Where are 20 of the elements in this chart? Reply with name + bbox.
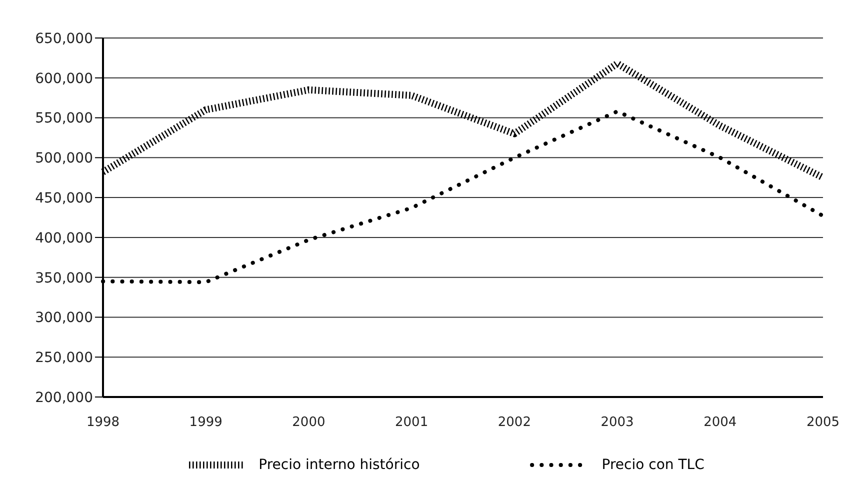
y-tick-label: 550,000 (35, 110, 93, 127)
y-tick-label: 250,000 (35, 350, 93, 366)
y-tick-label: 650,000 (35, 30, 93, 47)
x-tick-label: 1999 (189, 415, 222, 430)
x-tick-label: 1998 (86, 415, 120, 430)
legend-label: Precio interno histórico (258, 457, 420, 473)
x-tick-label: 2002 (498, 415, 531, 430)
x-tick-label: 2000 (292, 415, 326, 430)
y-tick-label: 500,000 (35, 150, 93, 167)
y-tick-label: 450,000 (35, 190, 93, 207)
x-tick-label: 2001 (395, 415, 428, 430)
y-tick-label: 300,000 (35, 310, 93, 326)
legend-label: Precio con TLC (602, 457, 704, 473)
y-tick-label: 350,000 (35, 270, 93, 286)
x-tick-label: 2004 (704, 415, 737, 430)
y-tick-label: 200,000 (35, 390, 93, 406)
y-tick-label: 600,000 (35, 70, 93, 87)
x-tick-label: 2003 (600, 415, 634, 430)
x-tick-label: 2005 (806, 415, 840, 430)
y-tick-label: 400,000 (35, 230, 93, 246)
